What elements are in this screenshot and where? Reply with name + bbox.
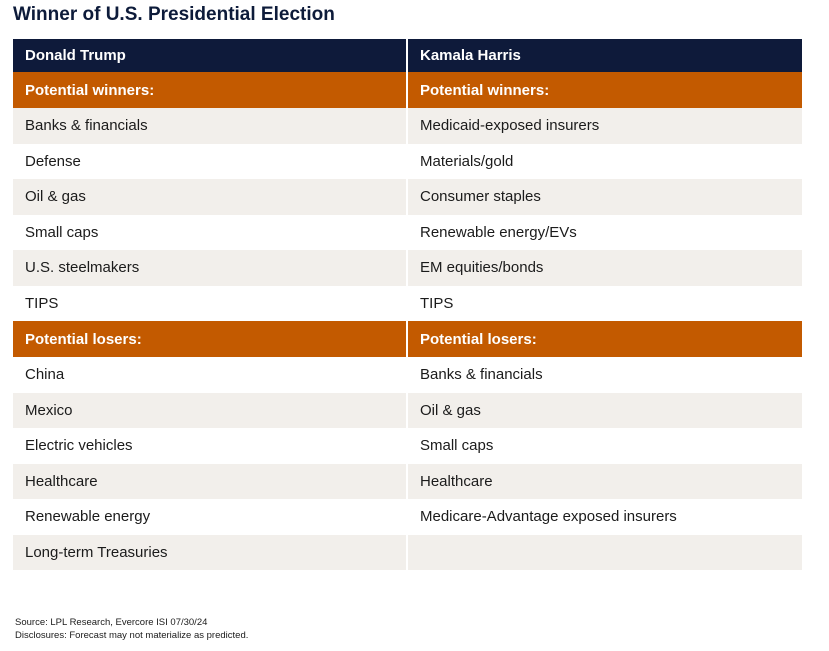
source-note: Source: LPL Research, Evercore ISI 07/30… bbox=[15, 617, 208, 628]
table-cell: Oil & gas bbox=[13, 179, 407, 215]
table-cell: Materials/gold bbox=[406, 143, 802, 179]
table-cell: Medicaid-exposed insurers bbox=[406, 108, 802, 144]
table-cell bbox=[406, 534, 802, 570]
table-cell: Defense bbox=[13, 143, 407, 179]
table-cell: China bbox=[13, 357, 407, 393]
table-cell: U.S. steelmakers bbox=[13, 250, 407, 286]
table-row: Banks & financials Medicaid-exposed insu… bbox=[13, 108, 802, 144]
table-cell: Oil & gas bbox=[406, 392, 802, 428]
table-row: Healthcare Healthcare bbox=[13, 463, 802, 499]
table-cell: Consumer staples bbox=[406, 179, 802, 215]
table-row: Electric vehicles Small caps bbox=[13, 428, 802, 464]
table-cell: Medicare-Advantage exposed insurers bbox=[406, 499, 802, 535]
table-cell: Mexico bbox=[13, 392, 407, 428]
table-row: China Banks & financials bbox=[13, 357, 802, 393]
table-row: Renewable energy Medicare-Advantage expo… bbox=[13, 499, 802, 535]
table-cell: Renewable energy bbox=[13, 499, 407, 535]
table-row: Small caps Renewable energy/EVs bbox=[13, 214, 802, 250]
table-row: U.S. steelmakers EM equities/bonds bbox=[13, 250, 802, 286]
table-cell: TIPS bbox=[406, 285, 802, 321]
column-header-trump: Donald Trump bbox=[13, 39, 407, 72]
table-cell: Banks & financials bbox=[13, 108, 407, 144]
table-cell: Renewable energy/EVs bbox=[406, 214, 802, 250]
table-row: Mexico Oil & gas bbox=[13, 392, 802, 428]
section-label: Potential winners: bbox=[13, 72, 407, 108]
section-label: Potential losers: bbox=[13, 321, 407, 357]
table-cell: Banks & financials bbox=[406, 357, 802, 393]
header-row: Donald Trump Kamala Harris bbox=[13, 39, 802, 72]
section-header-winners: Potential winners: Potential winners: bbox=[13, 72, 802, 108]
column-header-harris: Kamala Harris bbox=[406, 39, 802, 72]
table-cell: Healthcare bbox=[406, 463, 802, 499]
table-row: Long-term Treasuries bbox=[13, 534, 802, 570]
section-label: Potential winners: bbox=[406, 72, 802, 108]
table-cell: Long-term Treasuries bbox=[13, 534, 407, 570]
table-row: TIPS TIPS bbox=[13, 285, 802, 321]
footer-notes: Source: LPL Research, Evercore ISI 07/30… bbox=[15, 616, 248, 642]
disclosure-note: Disclosures: Forecast may not materializ… bbox=[15, 630, 249, 641]
page-title: Winner of U.S. Presidential Election bbox=[13, 4, 335, 25]
table-cell: Electric vehicles bbox=[13, 428, 407, 464]
table-row: Defense Materials/gold bbox=[13, 143, 802, 179]
table-cell: Small caps bbox=[406, 428, 802, 464]
table-cell: TIPS bbox=[13, 285, 407, 321]
table-cell: Healthcare bbox=[13, 463, 407, 499]
election-winners-table: Donald Trump Kamala Harris Potential win… bbox=[13, 39, 802, 570]
section-header-losers: Potential losers: Potential losers: bbox=[13, 321, 802, 357]
table-cell: EM equities/bonds bbox=[406, 250, 802, 286]
table-cell: Small caps bbox=[13, 214, 407, 250]
table-row: Oil & gas Consumer staples bbox=[13, 179, 802, 215]
section-label: Potential losers: bbox=[406, 321, 802, 357]
